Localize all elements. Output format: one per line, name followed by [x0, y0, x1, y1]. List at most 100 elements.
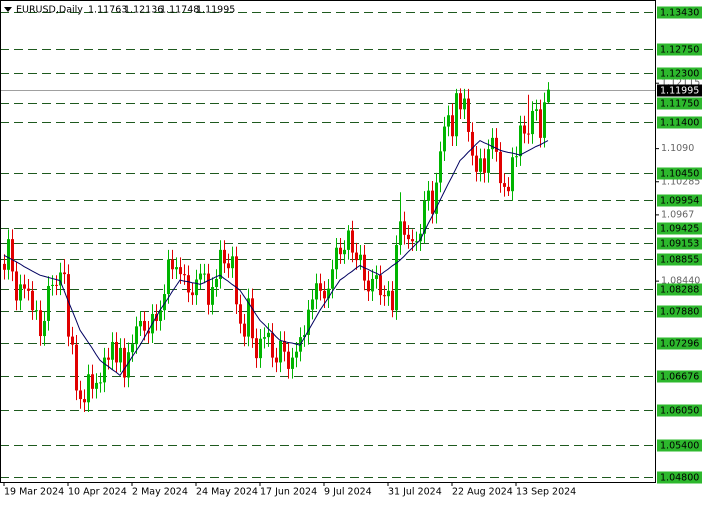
- plot-frame: [0, 0, 656, 483]
- candle-body: [231, 256, 234, 269]
- level-label-box: [657, 97, 702, 110]
- price-axis: 1.12115 1.1090 1.10285 1.0967 1.08440 1.13430…: [655, 6, 702, 484]
- candle-body: [219, 249, 222, 279]
- candle-body: [91, 374, 94, 389]
- level-label: 1.13430: [660, 8, 699, 19]
- candle-body: [223, 249, 226, 264]
- ohlc-close: 1.11995: [196, 5, 235, 16]
- candle-body: [239, 304, 242, 324]
- level-label-box: [657, 305, 702, 318]
- candle-body: [431, 190, 434, 214]
- candle-body: [207, 273, 210, 305]
- candle-body: [79, 390, 82, 400]
- candle-body: [359, 254, 362, 261]
- y-tick-label: 1.1090: [661, 143, 694, 154]
- candle-body: [147, 330, 150, 334]
- candle-body: [127, 352, 130, 378]
- candle-body: [115, 341, 118, 363]
- level-label-box: [657, 337, 702, 350]
- level-label-box: [657, 194, 702, 207]
- level-label: 1.12750: [660, 45, 699, 56]
- candle-body: [379, 275, 382, 296]
- candle-body: [375, 275, 378, 279]
- candle-body: [491, 137, 494, 150]
- candle-body: [211, 287, 214, 305]
- level-label-box: [657, 439, 702, 452]
- level-label: 1.09954: [660, 196, 699, 207]
- level-label-box: [657, 370, 702, 383]
- candle-body: [447, 115, 450, 127]
- candle-body: [443, 126, 446, 152]
- candle-body: [63, 272, 66, 275]
- candle-body: [263, 337, 266, 339]
- candle-body: [283, 340, 286, 352]
- ohlc-open: 1.11763: [88, 5, 127, 16]
- candle-body: [487, 149, 490, 173]
- candle-body: [311, 299, 314, 310]
- candle-body: [43, 320, 46, 337]
- candle-body: [67, 274, 70, 337]
- candle-body: [287, 351, 290, 369]
- x-tick-label: 19 Mar 2024: [4, 487, 64, 498]
- candle-body: [139, 320, 142, 327]
- candle-body: [131, 344, 134, 353]
- candle-body: [27, 288, 30, 291]
- candle-body: [123, 347, 126, 378]
- candle-body: [371, 278, 374, 292]
- candle-body: [135, 326, 138, 345]
- candle-body: [543, 102, 546, 138]
- candle-body: [163, 294, 166, 311]
- candle-body: [423, 200, 426, 234]
- candle-body: [295, 351, 298, 358]
- candle-body: [187, 275, 190, 293]
- candle-body: [307, 309, 310, 335]
- candle-body: [339, 247, 342, 255]
- candle-body: [23, 284, 26, 289]
- candle-body: [259, 338, 262, 359]
- candle-body: [59, 272, 62, 286]
- candle-body: [247, 298, 250, 337]
- candle-body: [275, 357, 278, 363]
- level-label-box: [657, 43, 702, 56]
- x-tick-label: 2 May 2024: [132, 487, 188, 498]
- level-label-box: [657, 167, 702, 180]
- candle-body: [479, 158, 482, 172]
- candle-body: [99, 382, 102, 384]
- level-label-box: [657, 6, 702, 19]
- candle-body: [415, 241, 418, 243]
- candle-body: [387, 290, 390, 297]
- candle-body: [7, 239, 10, 270]
- candle-body: [483, 158, 486, 173]
- candle-body: [15, 271, 18, 301]
- level-label-box: [657, 237, 702, 250]
- candle-body: [303, 334, 306, 338]
- candle-body: [227, 263, 230, 269]
- y-tick-label: 1.12115: [661, 78, 700, 89]
- candle-body: [71, 336, 74, 345]
- candle-body: [519, 125, 522, 157]
- candle-body: [119, 347, 122, 363]
- level-label: 1.07880: [660, 307, 699, 318]
- candle-body: [199, 273, 202, 280]
- x-tick-label: 31 Jul 2024: [388, 487, 442, 498]
- level-label-box: [657, 222, 702, 235]
- candle-body: [495, 137, 498, 152]
- candle-body: [503, 183, 506, 187]
- candle-body: [511, 157, 514, 192]
- candle-body: [203, 273, 206, 275]
- candle-body: [235, 256, 238, 305]
- candle-body: [343, 249, 346, 255]
- candle-body: [515, 156, 518, 158]
- candle-body: [499, 151, 502, 184]
- y-tick-label: 1.08440: [661, 276, 700, 287]
- moving-average-line: [3, 139, 549, 377]
- level-label: 1.11400: [660, 118, 699, 129]
- candle-body: [75, 344, 78, 391]
- candle-body: [467, 98, 470, 132]
- candle-body: [323, 290, 326, 299]
- candle-body: [355, 252, 358, 261]
- candle-body: [179, 267, 182, 275]
- candle-body: [451, 115, 454, 137]
- candle-body: [87, 374, 90, 403]
